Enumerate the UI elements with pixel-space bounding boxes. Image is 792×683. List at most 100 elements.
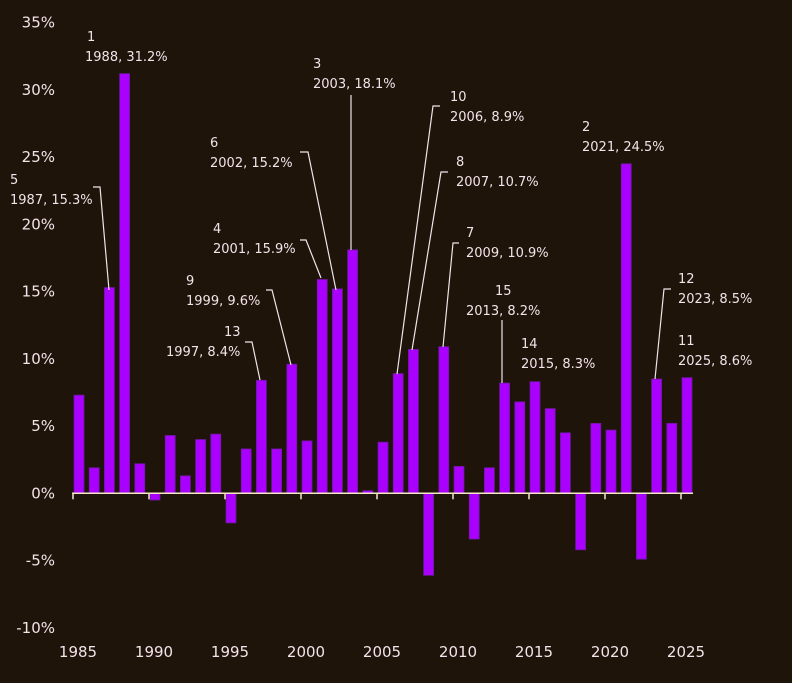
bar-1998 (271, 448, 283, 494)
annotation-label: 2002, 15.2% (210, 156, 293, 171)
y-axis-ticks: 35% 30% 25% 20% 15% 10% 5% 0% -5% -10% (16, 14, 55, 637)
bar-2018 (575, 492, 586, 551)
annotation-1988: 1 1988, 31.2% (85, 30, 168, 65)
annotation-2006: 10 2006, 8.9% (396, 90, 524, 375)
annotation-label: 2003, 18.1% (313, 77, 396, 92)
bar-1992 (179, 475, 191, 494)
y-tick-label: -10% (16, 619, 55, 637)
y-tick-label: 35% (22, 14, 55, 32)
leader-line (93, 186, 110, 291)
annotation-label: 2025, 8.6% (678, 354, 752, 369)
y-tick-label: 10% (22, 350, 55, 368)
bar-2006 (392, 373, 404, 494)
x-tick-label: 2010 (439, 643, 477, 661)
bar-1993 (195, 439, 207, 494)
annotation-label: 1988, 31.2% (85, 50, 168, 65)
leader-line (396, 105, 440, 375)
annotation-label: 2023, 8.5% (678, 292, 752, 307)
bar-1988 (119, 73, 130, 494)
leader-line (300, 151, 337, 291)
bar-2020 (605, 429, 617, 494)
annotation-label: 2015, 8.3% (521, 357, 595, 372)
y-tick-label: -5% (26, 552, 55, 570)
bar-1986 (88, 467, 100, 494)
bar-2016 (544, 408, 556, 494)
annotation-rank: 12 (678, 272, 695, 287)
x-tick-label: 1995 (211, 643, 249, 661)
x-tick-label: 2020 (591, 643, 629, 661)
bar-1989 (134, 463, 146, 494)
annotation-label: 2021, 24.5% (582, 140, 665, 155)
annotation-rank: 3 (313, 57, 321, 72)
leader-line (411, 171, 448, 351)
leader-line (300, 239, 322, 279)
annotation-label: 1999, 9.6% (186, 294, 260, 309)
bar-2023 (651, 378, 662, 494)
annotation-label: 2007, 10.7% (456, 175, 539, 190)
bar-2010 (453, 465, 465, 494)
annotation-rank: 7 (466, 226, 474, 241)
bar-2015 (529, 381, 541, 494)
y-tick-label: 0% (31, 484, 55, 502)
bar-1997 (255, 379, 267, 494)
x-tick-label: 2025 (667, 643, 705, 661)
annotation-label: 2009, 10.9% (466, 246, 549, 261)
bar-2021 (620, 163, 632, 494)
y-tick-label: 30% (22, 81, 55, 99)
annotation-2002: 6 2002, 15.2% (210, 136, 337, 291)
bar-2005 (377, 441, 389, 494)
annotation-rank: 6 (210, 136, 218, 151)
bar-2017 (560, 432, 571, 494)
annotation-2023: 12 2023, 8.5% (654, 272, 752, 380)
bars (73, 73, 693, 576)
bar-1994 (210, 433, 222, 494)
y-tick-label: 20% (22, 215, 55, 233)
bar-2001 (316, 279, 328, 494)
bar-1996 (240, 448, 252, 494)
annotation-1999: 9 1999, 9.6% (186, 274, 292, 366)
leader-line (442, 242, 459, 348)
annotation-label: 2006, 8.9% (450, 110, 524, 125)
annotation-2009: 7 2009, 10.9% (442, 226, 549, 348)
annotation-label: 2013, 8.2% (466, 304, 540, 319)
annotation-1987: 5 1987, 15.3% (10, 173, 110, 291)
leader-line (245, 341, 261, 381)
bar-2011 (468, 492, 480, 540)
annotation-1997: 13 1997, 8.4% (166, 325, 261, 381)
annotation-rank: 14 (521, 337, 538, 352)
bar-1991 (164, 435, 176, 494)
annotation-label: 1997, 8.4% (166, 345, 240, 360)
annotation-rank: 8 (456, 155, 464, 170)
bar-1987 (104, 287, 115, 494)
x-tick-label: 1985 (59, 643, 97, 661)
x-tick-label: 2005 (363, 643, 401, 661)
annotations: 1 1988, 31.2% 2 2021, 24.5% 3 2003, 18.1% 4 200… (10, 30, 752, 383)
bar-2009 (438, 346, 450, 494)
annotation-2007: 8 2007, 10.7% (411, 155, 539, 351)
annotation-2015: 14 2015, 8.3% (521, 337, 595, 372)
bar-1995 (225, 492, 237, 524)
annotation-rank: 10 (450, 90, 467, 105)
x-tick-label: 2000 (287, 643, 325, 661)
x-axis: 1985 1990 1995 2000 2005 2010 2015 2020 2025 (59, 492, 705, 661)
bar-1990 (149, 492, 161, 501)
annotation-2025: 11 2025, 8.6% (678, 334, 752, 369)
bar-2007 (407, 348, 419, 494)
annotation-2003: 3 2003, 18.1% (313, 57, 396, 250)
bar-2013 (499, 382, 511, 494)
annotation-rank: 4 (213, 222, 221, 237)
y-tick-label: 5% (31, 417, 55, 435)
annotation-2013: 15 2013, 8.2% (466, 284, 540, 383)
leader-line (654, 288, 671, 380)
bar-2025 (681, 377, 693, 494)
annotation-2001: 4 2001, 15.9% (213, 222, 322, 279)
annotation-rank: 9 (186, 274, 194, 289)
bar-1999 (286, 363, 298, 494)
y-tick-label: 25% (22, 148, 55, 166)
annotation-rank: 11 (678, 334, 695, 349)
annotation-rank: 2 (582, 120, 590, 135)
bar-1985 (73, 394, 85, 494)
bar-2024 (666, 422, 678, 494)
